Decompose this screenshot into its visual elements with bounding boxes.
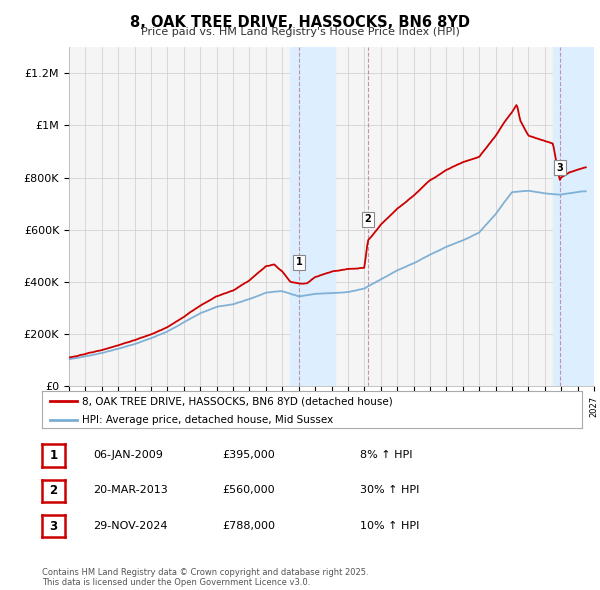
Text: 8% ↑ HPI: 8% ↑ HPI (360, 450, 413, 460)
Text: HPI: Average price, detached house, Mid Sussex: HPI: Average price, detached house, Mid … (83, 415, 334, 425)
Text: 06-JAN-2009: 06-JAN-2009 (93, 450, 163, 460)
Bar (553, 47, 594, 386)
Text: 1: 1 (296, 257, 302, 267)
Text: 8, OAK TREE DRIVE, HASSOCKS, BN6 8YD: 8, OAK TREE DRIVE, HASSOCKS, BN6 8YD (130, 15, 470, 30)
Text: £788,000: £788,000 (222, 521, 275, 530)
Text: Contains HM Land Registry data © Crown copyright and database right 2025.
This d: Contains HM Land Registry data © Crown c… (42, 568, 368, 587)
Text: 3: 3 (49, 520, 58, 533)
Text: 1: 1 (49, 449, 58, 462)
Text: 3: 3 (556, 163, 563, 173)
Text: Price paid vs. HM Land Registry's House Price Index (HPI): Price paid vs. HM Land Registry's House … (140, 27, 460, 37)
Text: 30% ↑ HPI: 30% ↑ HPI (360, 486, 419, 495)
Bar (290, 47, 335, 386)
Text: £560,000: £560,000 (222, 486, 275, 495)
Text: 20-MAR-2013: 20-MAR-2013 (93, 486, 168, 495)
Text: 29-NOV-2024: 29-NOV-2024 (93, 521, 167, 530)
Text: £395,000: £395,000 (222, 450, 275, 460)
Text: 8, OAK TREE DRIVE, HASSOCKS, BN6 8YD (detached house): 8, OAK TREE DRIVE, HASSOCKS, BN6 8YD (de… (83, 396, 393, 407)
Text: 10% ↑ HPI: 10% ↑ HPI (360, 521, 419, 530)
Text: 2: 2 (365, 214, 371, 224)
Text: 2: 2 (49, 484, 58, 497)
